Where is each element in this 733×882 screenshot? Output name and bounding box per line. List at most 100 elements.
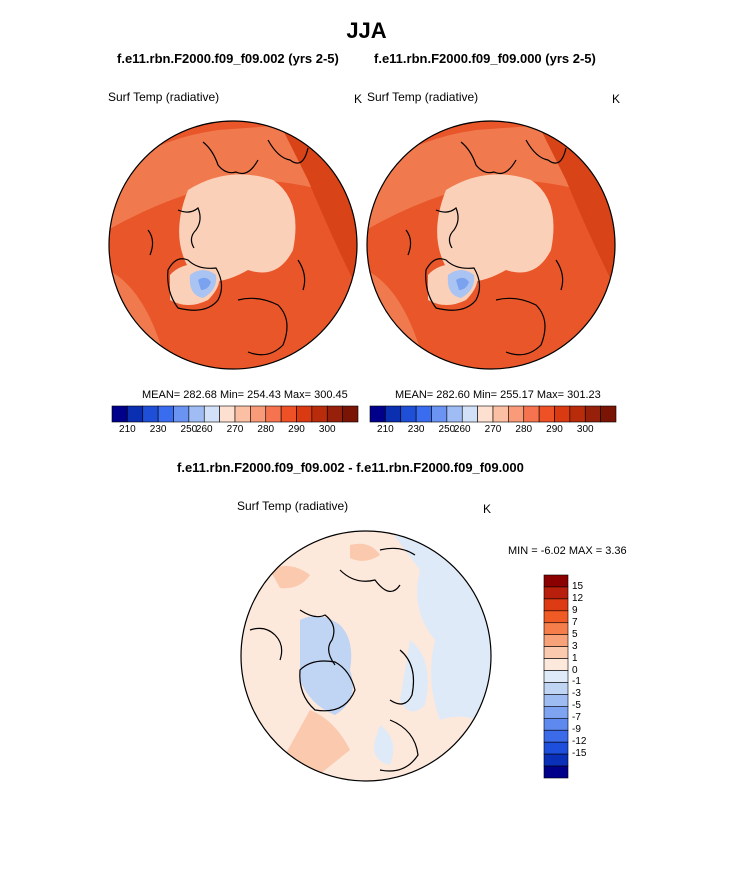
panel-1-subtitle: f.e11.rbn.F2000.f09_f09.002 (yrs 2-5) [117,51,339,66]
colorbar-tick-label: 5 [572,628,578,640]
colorbar-swatch [543,670,569,683]
colorbar-tick-label: 270 [226,424,244,435]
colorbar-swatch [326,405,343,423]
colorbar-swatch [280,405,297,423]
colorbar-swatch [543,658,569,671]
colorbar-tick-label: 250 [180,424,198,435]
colorbar-swatch [543,753,569,767]
colorbar-tick-label: -7 [572,712,581,724]
colorbar-tick-label: -3 [572,688,581,700]
colorbar-swatch [142,405,159,423]
colorbar-tick-label: 260 [453,424,471,435]
colorbar-tick-label: 300 [576,424,594,435]
colorbar-swatch [492,405,509,423]
colorbar-swatch [543,574,569,588]
colorbar-tick-label: 15 [572,580,584,592]
colorbar-tick-label: 230 [149,424,167,435]
colorbar-swatch [543,598,569,612]
colorbar-swatch [369,405,386,423]
colorbar-swatch [543,706,569,719]
colorbar-tick-label: 210 [119,424,136,435]
colorbar-tick-label: 260 [195,424,213,435]
colorbar-swatch [538,405,555,423]
colorbar-swatch [543,765,569,779]
colorbar-tick-label: 290 [546,424,563,435]
diff-panel-colorbar [543,574,569,779]
colorbar-swatch [250,405,267,423]
colorbar-tick-label: -1 [572,676,581,688]
panel-1-variable-label: Surf Temp (radiative) [108,90,220,104]
colorbar-tick-label: 12 [572,592,584,604]
panel-2-colorbar [369,405,617,423]
panel-2-subtitle: f.e11.rbn.F2000.f09_f09.000 (yrs 2-5) [374,51,596,66]
colorbar-swatch [111,405,128,423]
colorbar-swatch [543,694,569,707]
colorbar-tick-label: 3 [572,640,578,652]
colorbar-swatch [188,405,205,423]
panel-1-colorbar-labels: 210 230 250 260 270 280 290 300 [112,424,358,438]
colorbar-swatch [265,405,282,423]
diff-panel-polar-map [240,530,492,782]
colorbar-tick-label: 280 [515,424,533,435]
colorbar-tick-label: 9 [572,604,578,616]
diff-panel-subtitle: f.e11.rbn.F2000.f09_f09.002 - f.e11.rbn.… [177,460,524,475]
colorbar-swatch [543,646,569,659]
colorbar-swatch [431,405,448,423]
colorbar-swatch [543,586,569,600]
panel-2-variable-label: Surf Temp (radiative) [367,90,479,104]
colorbar-tick-label: 250 [438,424,456,435]
page-title: JJA [346,18,387,43]
colorbar-swatch [554,405,571,423]
colorbar-swatch [584,405,601,423]
panel-1-units-label: K [354,92,363,106]
colorbar-swatch [543,741,569,755]
colorbar-swatch [296,405,313,423]
diff-panel-variable-label: Surf Temp (radiative) [237,499,349,513]
colorbar-tick-label: 270 [484,424,502,435]
colorbar-swatch [385,405,402,423]
panel-1-polar-map [108,120,358,370]
colorbar-swatch [219,405,236,423]
diff-panel-minmax: MIN = -6.02 MAX = 3.36 [508,545,627,557]
diff-panel-units-label: K [483,502,492,516]
colorbar-swatch [446,405,463,423]
panel-2-units-label: K [612,92,621,106]
colorbar-tick-label: -12 [572,736,587,748]
colorbar-tick-label: 290 [288,424,305,435]
colorbar-swatch [508,405,525,423]
panel-1-colorbar [111,405,359,423]
colorbar-tick-label: 210 [377,424,394,435]
colorbar-swatch [400,405,417,423]
colorbar-swatch [543,622,569,636]
colorbar-swatch [461,405,478,423]
colorbar-tick-label: 7 [572,616,578,628]
colorbar-tick-label: -9 [572,724,581,736]
colorbar-swatch [600,405,617,423]
colorbar-tick-label: -15 [572,748,587,760]
colorbar-swatch [543,729,569,743]
colorbar-swatch [543,717,569,731]
colorbar-swatch [477,405,494,423]
panel-2-stats: MEAN= 282.60 Min= 255.17 Max= 301.23 [395,389,601,401]
panel-2-colorbar-labels: 210 230 250 260 270 280 290 300 [370,424,616,438]
colorbar-swatch [543,634,569,647]
diff-panel-colorbar-labels: 15 12 9 7 5 3 1 0 -1 -3 -5 -7 -9 -12 -15 [570,575,610,778]
colorbar-swatch [157,405,174,423]
colorbar-swatch [342,405,359,423]
colorbar-swatch [173,405,190,423]
colorbar-swatch [523,405,540,423]
colorbar-tick-label: -5 [572,700,581,712]
colorbar-swatch [569,405,586,423]
colorbar-tick-label: 230 [407,424,425,435]
colorbar-swatch [203,405,220,423]
colorbar-tick-label: 280 [257,424,275,435]
colorbar-tick-label: 300 [318,424,336,435]
panel-1-stats: MEAN= 282.68 Min= 254.43 Max= 300.45 [142,389,348,401]
panel-2-polar-map [366,120,616,370]
colorbar-swatch [415,405,432,423]
colorbar-swatch [127,405,144,423]
colorbar-swatch [311,405,328,423]
colorbar-swatch [543,610,569,624]
colorbar-swatch [543,682,569,695]
colorbar-tick-label: 1 [572,652,578,664]
